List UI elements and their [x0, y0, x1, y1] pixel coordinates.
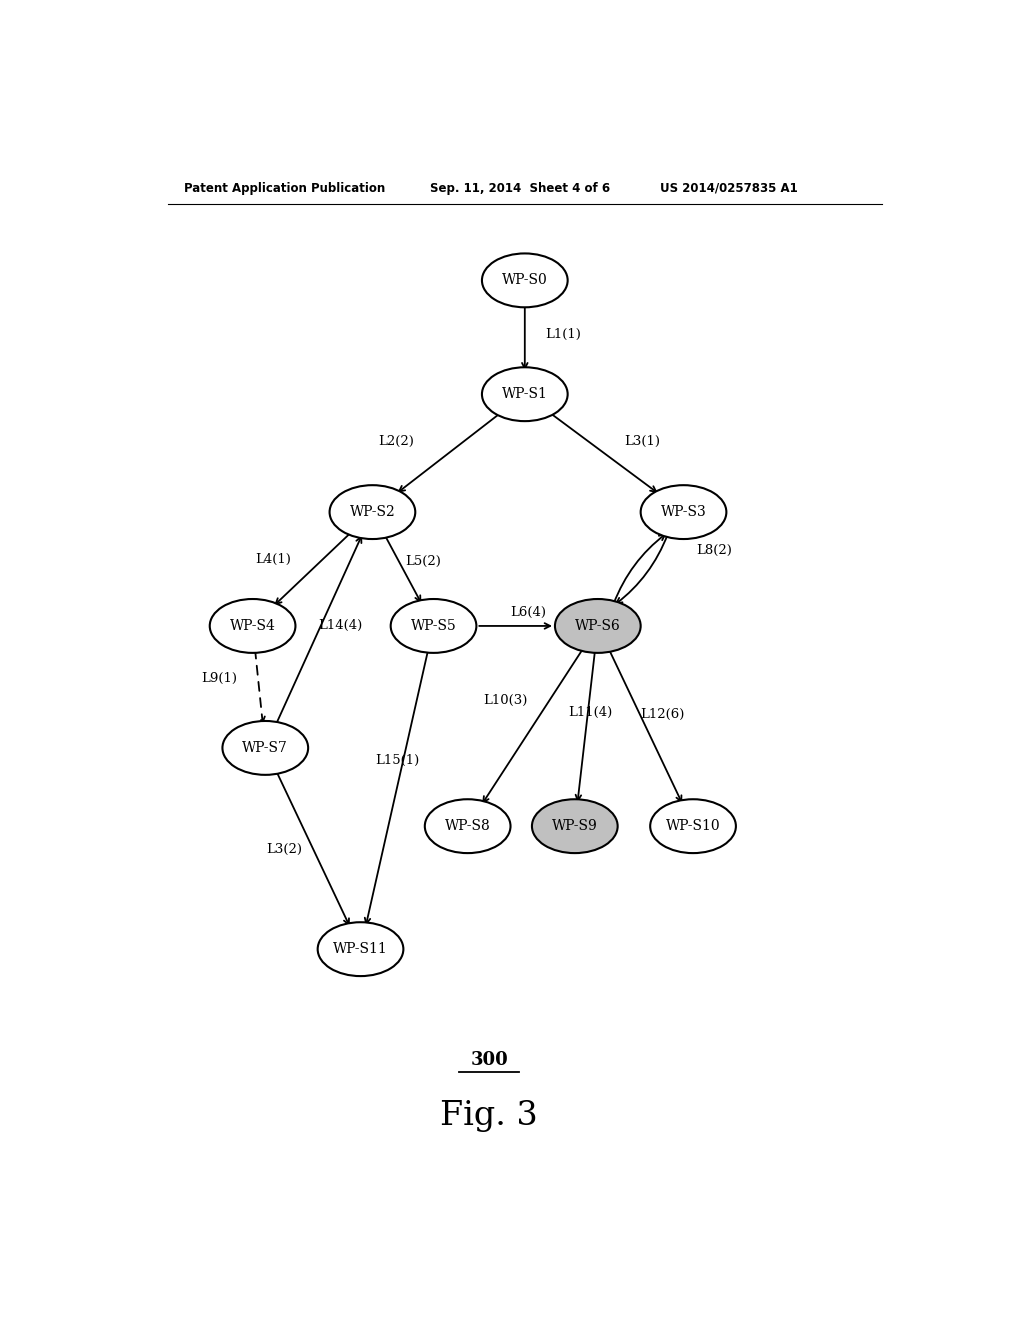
Text: L12(6): L12(6) — [640, 708, 684, 721]
Ellipse shape — [425, 799, 511, 853]
Text: 300: 300 — [470, 1051, 508, 1069]
Ellipse shape — [641, 486, 726, 539]
Ellipse shape — [555, 599, 641, 653]
Text: WP-S3: WP-S3 — [660, 506, 707, 519]
Ellipse shape — [531, 799, 617, 853]
Ellipse shape — [222, 721, 308, 775]
Text: L9(1): L9(1) — [202, 672, 238, 685]
Text: L14(4): L14(4) — [318, 619, 362, 632]
Text: WP-S10: WP-S10 — [666, 820, 720, 833]
Text: WP-S7: WP-S7 — [243, 741, 288, 755]
Text: L15(1): L15(1) — [376, 754, 420, 767]
Text: L6(4): L6(4) — [510, 606, 546, 619]
Text: WP-S4: WP-S4 — [229, 619, 275, 634]
Text: L2(2): L2(2) — [378, 434, 414, 447]
Text: L8(2): L8(2) — [695, 544, 731, 557]
Text: Sep. 11, 2014  Sheet 4 of 6: Sep. 11, 2014 Sheet 4 of 6 — [430, 182, 609, 195]
Ellipse shape — [482, 253, 567, 308]
Text: L11(4): L11(4) — [567, 706, 612, 719]
Text: L1(1): L1(1) — [545, 327, 581, 341]
Ellipse shape — [317, 923, 403, 975]
Text: US 2014/0257835 A1: US 2014/0257835 A1 — [659, 182, 798, 195]
Text: Patent Application Publication: Patent Application Publication — [183, 182, 385, 195]
Text: Fig. 3: Fig. 3 — [440, 1100, 538, 1131]
Text: L4(1): L4(1) — [255, 553, 291, 566]
Text: WP-S2: WP-S2 — [349, 506, 395, 519]
Text: L5(2): L5(2) — [406, 556, 441, 569]
Text: WP-S9: WP-S9 — [552, 820, 598, 833]
Ellipse shape — [330, 486, 416, 539]
Ellipse shape — [210, 599, 296, 653]
Ellipse shape — [650, 799, 736, 853]
Text: WP-S11: WP-S11 — [333, 942, 388, 956]
Ellipse shape — [391, 599, 476, 653]
Text: L3(1): L3(1) — [625, 434, 660, 447]
Text: WP-S5: WP-S5 — [411, 619, 457, 634]
Text: WP-S1: WP-S1 — [502, 387, 548, 401]
Text: WP-S6: WP-S6 — [574, 619, 621, 634]
Text: L10(3): L10(3) — [483, 693, 528, 706]
Text: WP-S8: WP-S8 — [444, 820, 490, 833]
Text: L3(2): L3(2) — [266, 843, 302, 857]
Ellipse shape — [482, 367, 567, 421]
Text: WP-S0: WP-S0 — [502, 273, 548, 288]
